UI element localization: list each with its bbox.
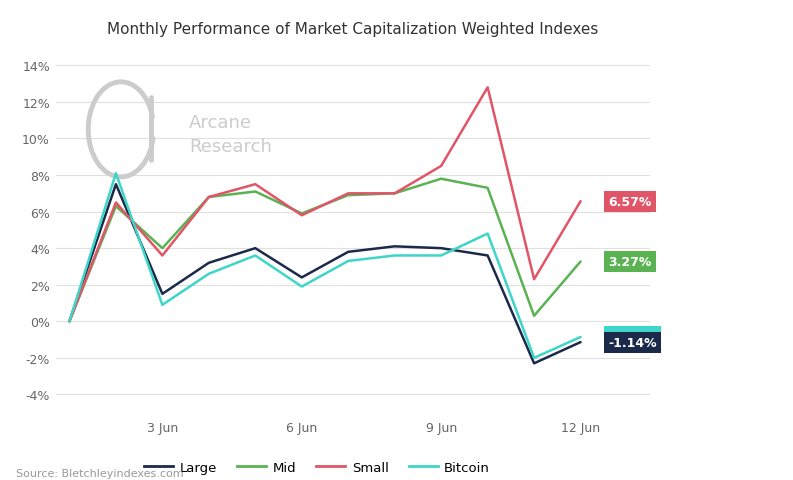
Text: 3.27%: 3.27% [608, 255, 652, 268]
Text: -0.86%: -0.86% [608, 331, 657, 344]
Text: 6.57%: 6.57% [608, 195, 652, 208]
Title: Monthly Performance of Market Capitalization Weighted Indexes: Monthly Performance of Market Capitaliza… [107, 22, 599, 37]
Text: Arcane
Research: Arcane Research [190, 114, 272, 155]
Text: Source: Bletchleyindexes.com: Source: Bletchleyindexes.com [16, 468, 183, 478]
Text: -1.14%: -1.14% [608, 336, 657, 349]
Legend: Large, Mid, Small, Bitcoin: Large, Mid, Small, Bitcoin [139, 456, 496, 480]
